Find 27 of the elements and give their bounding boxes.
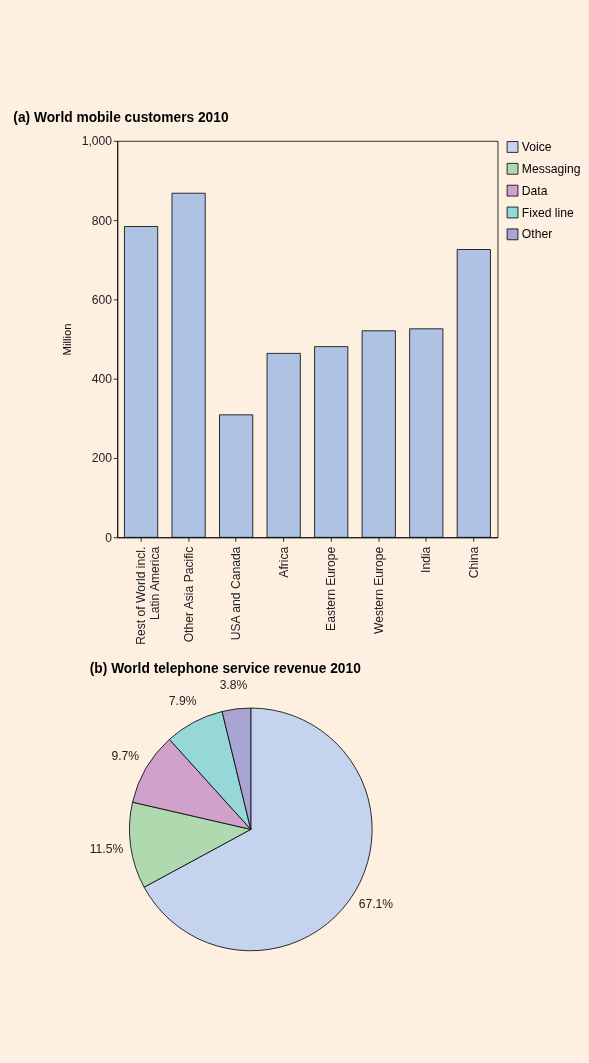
data-label: 3.8%	[219, 677, 248, 692]
chart-title: (a) World mobile customers 2010	[13, 110, 229, 126]
y-axis-title: Million	[61, 323, 74, 356]
y-tick-label: 600	[91, 292, 113, 307]
data-label: 9.7%	[111, 748, 140, 763]
x-tick-label: Rest of World incl. Latin America	[134, 546, 162, 645]
data-label: 67.1%	[358, 896, 394, 911]
legend-label: Voice	[521, 140, 552, 154]
data-label: 11.5%	[89, 842, 124, 857]
text: (b) World telephone service revenue 2010	[89, 660, 362, 676]
x-tick-label: China	[466, 546, 481, 579]
legend-label: Data	[521, 183, 548, 198]
legend-label: Fixed line	[521, 205, 574, 220]
data-label: 7.9%	[168, 693, 197, 708]
y-tick-label: 800	[91, 213, 113, 228]
x-tick-label: India	[419, 546, 434, 573]
y-tick-label: 1,000	[81, 134, 113, 149]
x-tick-label: Africa	[276, 546, 291, 578]
legend-label: Messaging	[521, 161, 581, 176]
x-tick-label: Western Europe	[371, 546, 386, 635]
y-tick-label: 400	[91, 372, 113, 387]
y-tick-label: 0	[105, 530, 113, 545]
y-tick-label: 200	[91, 451, 113, 466]
x-tick-label: USA and Canada	[229, 546, 244, 641]
x-tick-label: Other Asia Pacific	[181, 546, 196, 643]
legend-label: Other	[521, 227, 553, 242]
x-tick-label: Eastern Europe	[324, 546, 339, 631]
